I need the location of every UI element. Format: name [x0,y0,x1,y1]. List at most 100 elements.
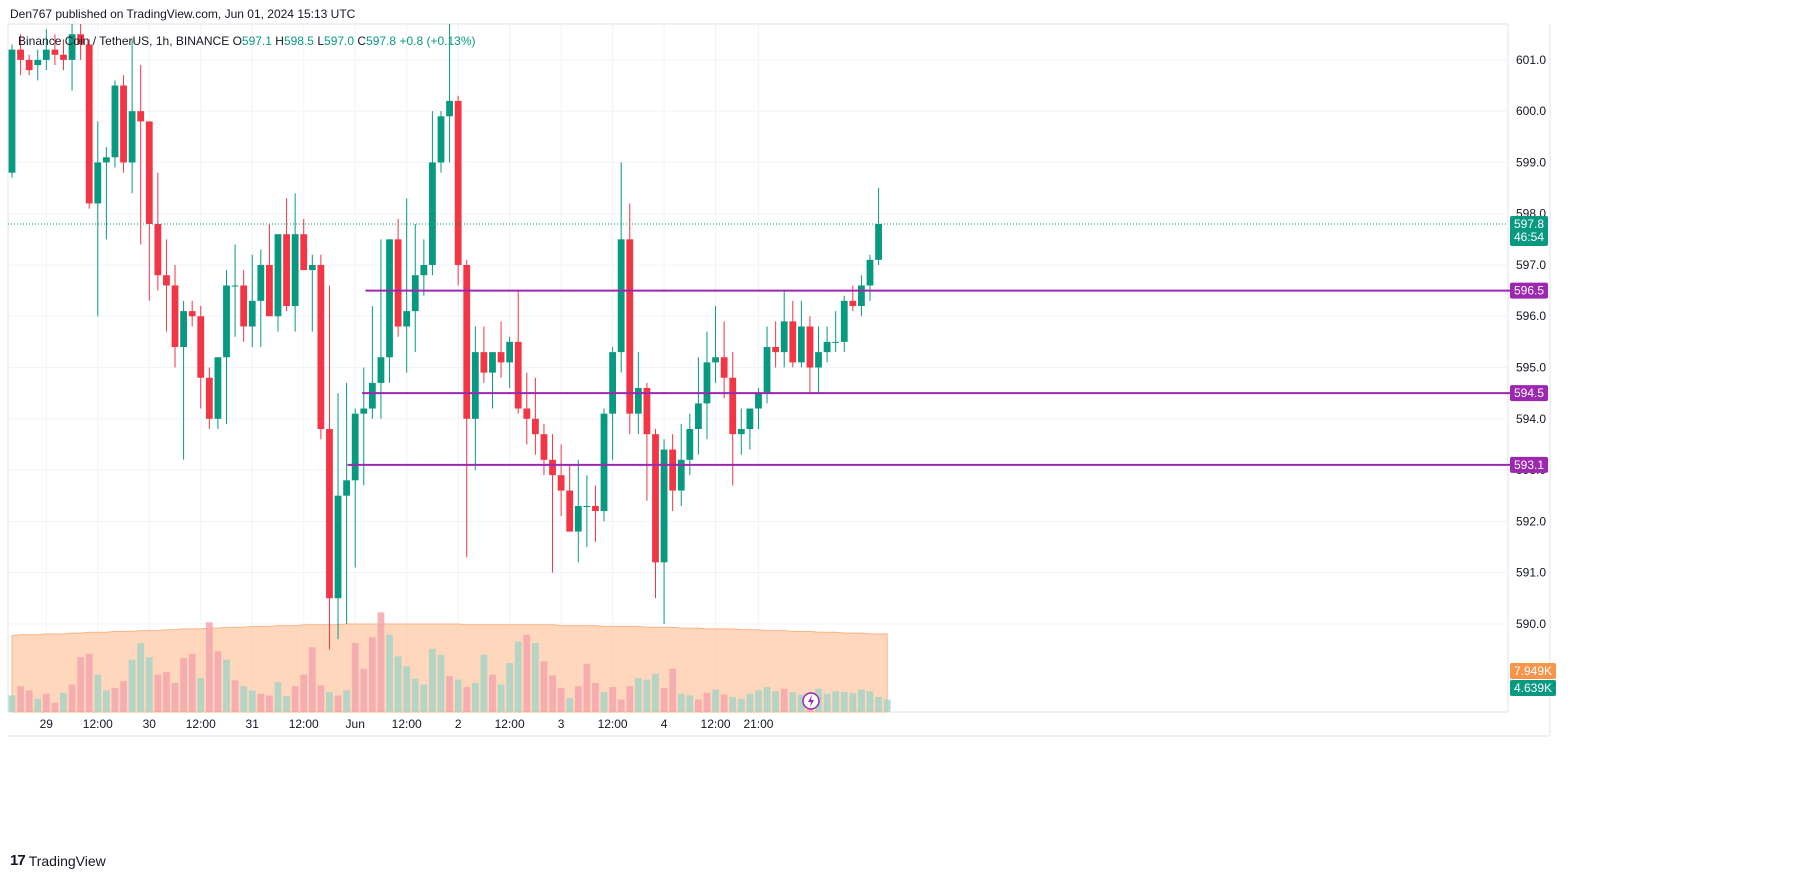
lightning-icon [802,692,820,710]
level-badge-label: 594.5 [1514,386,1544,400]
candle-body [720,357,728,378]
level-badge [1510,456,1548,473]
volume-bar [343,690,351,712]
candle-body [574,505,582,532]
candle-body [154,223,162,276]
volume-badge [1510,680,1556,696]
volume-bar [797,694,805,712]
candle-body [377,357,385,383]
candle-body [231,285,239,287]
candle-body [686,429,694,460]
candle-body [77,34,85,45]
candle-body [205,377,213,419]
candle-body [755,393,762,409]
candle-body [617,239,625,353]
volume-bar [257,693,265,712]
level-badge [1510,385,1548,402]
volume-bar [77,657,85,712]
candle-body [266,264,273,317]
price-tick-label: 592.0 [1516,514,1546,528]
time-tick-label: 12:00 [495,717,525,731]
volume-bar [506,662,514,712]
volume-bar [351,643,359,712]
volume-bar [592,682,599,712]
time-tick-label: 12:00 [701,717,731,731]
volume-bar [789,692,797,712]
candle-body [600,413,608,512]
volume-bar [849,692,857,712]
candle-body [566,490,574,532]
candle-body [326,429,333,599]
candle-body [429,162,436,265]
change-value: +0.8 (+0.13%) [399,34,476,48]
volume-bar [780,688,788,712]
volume-bar [171,682,179,712]
volume-bar [531,643,539,712]
published-caption: Den767 published on TradingView.com, Jun… [10,7,356,21]
price-tick-label: 599.0 [1516,155,1546,169]
candle-body [557,475,565,491]
candle-body [188,311,196,317]
low-value: 597.0 [324,34,355,48]
candle-body [386,239,393,358]
volume-bar [85,653,93,712]
volume-bar [25,690,33,712]
candle-body [42,49,50,60]
volume-bar [42,693,50,712]
volume-bar [94,674,102,712]
candle-body [823,341,831,353]
time-tick-label: 2 [455,717,462,731]
candle-body [523,408,531,419]
candle-body [703,362,711,404]
candle-body [463,264,471,419]
tradingview-footer[interactable]: 17 TradingView [10,852,106,869]
close-value: 597.8 [366,34,397,48]
volume-bar [489,674,496,712]
candle-body [489,352,496,373]
time-tick-label: 30 [143,717,157,731]
candle-body [420,264,428,276]
volume-ma-badge [1510,663,1556,679]
price-tick-label: 590.0 [1516,617,1546,631]
candle-body [403,311,411,327]
candle-body [163,275,170,286]
volume-bar [686,695,694,712]
volume-bar [377,612,385,712]
candle-body [274,234,282,317]
candle-body [360,408,368,414]
open-value: 597.1 [241,34,272,48]
volume-bar [454,679,462,712]
volume-bar [8,695,16,712]
candle-body [68,34,76,60]
candle-body [240,285,248,327]
volume-bar [566,697,574,712]
volume-bar [180,658,187,712]
volume-bar [60,692,67,712]
volume-bar [437,654,445,712]
time-tick-label: 3 [558,717,565,731]
candle-body [291,234,299,306]
volume-badge-label: 4.639K [1514,681,1552,695]
volume-bar [300,674,308,712]
volume-bar [283,696,290,712]
candle-body [763,347,771,394]
price-badge-countdown: 46:54 [1514,230,1544,244]
candle-body [849,300,857,306]
candle-body [394,239,402,327]
volume-bar [197,677,205,712]
symbol-info: Binance Coin / TetherUS, 1h, BINANCE [18,34,230,48]
volume-bar [540,661,548,712]
candle-body [815,352,822,368]
time-tick-label: 12:00 [83,717,113,731]
tradingview-logo-icon: 17 [10,852,26,869]
candle-body [51,49,59,55]
volume-bar [17,686,24,712]
candle-body [145,121,153,224]
time-tick-label: 12:00 [598,717,628,731]
volume-bar [617,699,625,712]
candle-body [214,357,222,419]
candle-body [180,311,187,347]
time-tick-label: Jun [346,717,365,731]
candle-body [712,357,719,363]
